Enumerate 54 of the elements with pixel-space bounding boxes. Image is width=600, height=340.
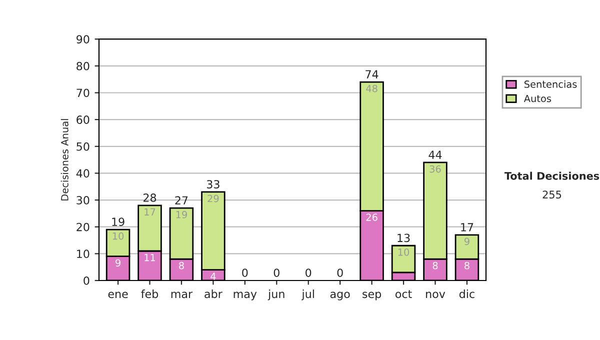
y-tick-label: 30 bbox=[76, 196, 90, 204]
x-tick-label: abr bbox=[204, 290, 222, 298]
x-tick-label: mar bbox=[171, 292, 193, 298]
legend-label: Autos bbox=[524, 94, 552, 102]
y-tick-label: 0 bbox=[84, 276, 90, 285]
total-label: 17 bbox=[461, 223, 474, 232]
text: Total Decisiones bbox=[504, 172, 600, 180]
x-tick-label: nov bbox=[426, 292, 446, 298]
data-label: 36 bbox=[430, 165, 441, 173]
data-label: 8 bbox=[432, 262, 438, 270]
total-label: 0 bbox=[242, 268, 248, 278]
total-label: 27 bbox=[175, 196, 188, 204]
data-label: 10 bbox=[398, 248, 410, 256]
data-label: 9 bbox=[116, 259, 120, 267]
x-tick-label: dic bbox=[459, 290, 474, 298]
total-label: 19 bbox=[112, 218, 124, 226]
x-tick-label: may bbox=[234, 292, 257, 300]
total-label: 28 bbox=[144, 194, 156, 202]
y-tick-label: 80 bbox=[76, 62, 90, 70]
data-label: 11 bbox=[144, 254, 156, 262]
y-tick-label: 40 bbox=[76, 169, 90, 178]
data-label: 19 bbox=[176, 210, 187, 218]
x-tick-label: sep bbox=[362, 292, 382, 300]
total-label: 0 bbox=[337, 268, 343, 278]
data-label: 48 bbox=[366, 84, 378, 92]
data-label: 4 bbox=[210, 272, 216, 280]
total-label: 0 bbox=[274, 268, 280, 278]
y-tick-label: 90 bbox=[76, 35, 90, 44]
total-label: 0 bbox=[306, 268, 312, 278]
y-tick-label: 20 bbox=[76, 222, 90, 232]
legend-label: Sentencias bbox=[524, 80, 577, 88]
data-label: 26 bbox=[366, 214, 378, 221]
x-tick-label: feb bbox=[141, 290, 158, 298]
text: 255 bbox=[542, 190, 562, 199]
total-label: 44 bbox=[428, 150, 442, 159]
y-tick-label: 10 bbox=[77, 250, 90, 258]
total-label: 74 bbox=[366, 70, 378, 78]
x-tick-label: jul bbox=[302, 290, 314, 300]
data-label: 9 bbox=[464, 238, 470, 246]
total-label: 13 bbox=[398, 234, 410, 242]
y-axis-title: Decisiones Anual bbox=[60, 119, 68, 200]
y-tick-label: 50 bbox=[76, 142, 90, 151]
data-label: 29 bbox=[208, 194, 219, 202]
data-label: 8 bbox=[179, 262, 184, 270]
data-label: 10 bbox=[112, 232, 124, 240]
x-tick-label: oct bbox=[396, 290, 412, 298]
total-label: 33 bbox=[206, 180, 220, 188]
data-label: 17 bbox=[144, 208, 156, 216]
x-tick-label: ene bbox=[108, 292, 128, 298]
data-label: 8 bbox=[464, 262, 470, 270]
x-tick-label: ago bbox=[330, 292, 350, 300]
y-tick-label: 60 bbox=[76, 116, 90, 124]
x-tick-label: jun bbox=[268, 290, 284, 300]
y-tick-label: 70 bbox=[76, 88, 90, 98]
